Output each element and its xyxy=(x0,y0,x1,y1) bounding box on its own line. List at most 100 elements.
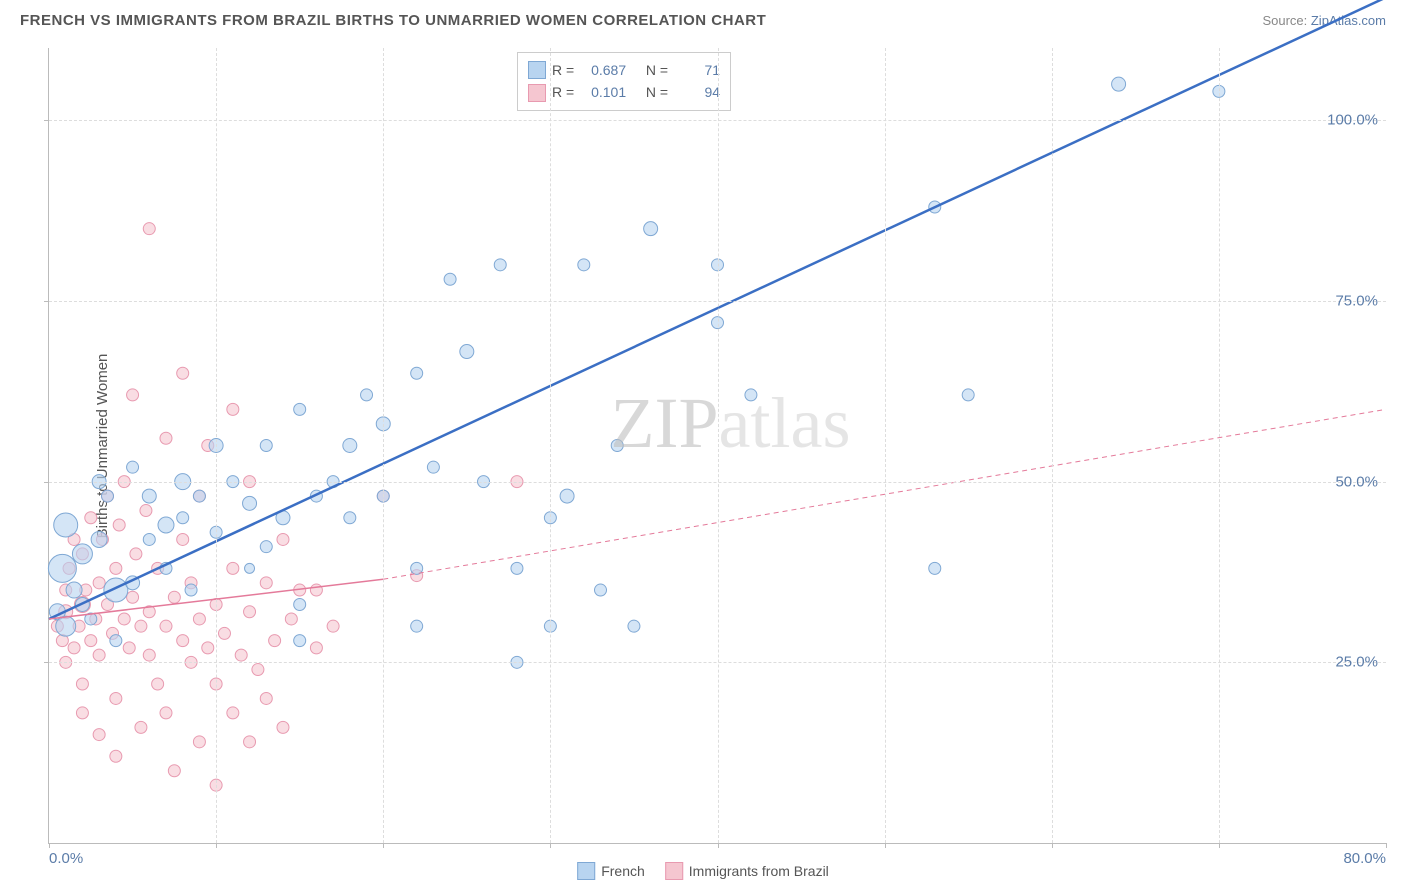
data-point xyxy=(294,599,306,611)
data-point xyxy=(93,577,105,589)
data-point xyxy=(160,707,172,719)
data-point xyxy=(135,721,147,733)
data-point xyxy=(411,620,423,632)
data-point xyxy=(244,736,256,748)
data-point xyxy=(127,591,139,603)
data-point xyxy=(123,642,135,654)
data-point xyxy=(277,721,289,733)
data-point xyxy=(142,489,156,503)
data-point xyxy=(85,512,97,524)
data-point xyxy=(962,389,974,401)
data-point xyxy=(168,591,180,603)
data-point xyxy=(235,649,247,661)
data-point xyxy=(104,578,128,602)
data-point xyxy=(611,440,623,452)
x-tick-label: 80.0% xyxy=(1343,850,1386,867)
data-point xyxy=(260,541,272,553)
data-point xyxy=(269,635,281,647)
data-point xyxy=(578,259,590,271)
data-point xyxy=(177,635,189,647)
data-point xyxy=(135,620,147,632)
data-point xyxy=(277,533,289,545)
data-point xyxy=(127,461,139,473)
data-point xyxy=(54,513,78,537)
data-point xyxy=(344,512,356,524)
data-point xyxy=(460,345,474,359)
legend-label: Immigrants from Brazil xyxy=(689,860,829,882)
chart-title: FRENCH VS IMMIGRANTS FROM BRAZIL BIRTHS … xyxy=(20,12,766,29)
data-point xyxy=(110,635,122,647)
legend-item: Immigrants from Brazil xyxy=(665,860,829,882)
data-point xyxy=(110,562,122,574)
y-tick-label: 50.0% xyxy=(1335,473,1378,490)
gridline-v xyxy=(1219,48,1220,843)
data-point xyxy=(160,432,172,444)
legend-label: French xyxy=(601,860,645,882)
data-point xyxy=(260,577,272,589)
data-point xyxy=(361,389,373,401)
data-point xyxy=(177,512,189,524)
y-tick-label: 75.0% xyxy=(1335,292,1378,309)
series-legend: French Immigrants from Brazil xyxy=(577,860,829,882)
gridline-v xyxy=(718,48,719,843)
data-point xyxy=(177,367,189,379)
data-point xyxy=(113,519,125,531)
legend-row: R =0.687 N =71 xyxy=(528,59,720,81)
data-point xyxy=(66,582,82,598)
data-point xyxy=(227,562,239,574)
chart-plot-area: ZIPatlas R =0.687 N =71 R =0.101 N =94 2… xyxy=(48,48,1386,844)
data-point xyxy=(427,461,439,473)
data-point xyxy=(929,562,941,574)
data-point xyxy=(143,533,155,545)
data-point xyxy=(93,729,105,741)
data-point xyxy=(118,613,130,625)
data-point xyxy=(177,533,189,545)
data-point xyxy=(68,642,80,654)
data-point xyxy=(193,613,205,625)
data-point xyxy=(110,750,122,762)
y-tick-label: 100.0% xyxy=(1327,112,1378,129)
data-point xyxy=(202,642,214,654)
data-point xyxy=(245,563,255,573)
data-point xyxy=(76,707,88,719)
data-point xyxy=(143,223,155,235)
data-point xyxy=(193,736,205,748)
legend-swatch xyxy=(528,84,546,102)
stats-legend-box: R =0.687 N =71 R =0.101 N =94 xyxy=(517,52,731,111)
gridline-v xyxy=(383,48,384,843)
data-point xyxy=(310,642,322,654)
data-point xyxy=(101,490,113,502)
data-point xyxy=(327,620,339,632)
data-point xyxy=(644,222,658,236)
data-point xyxy=(193,490,205,502)
y-tick-label: 25.0% xyxy=(1335,654,1378,671)
data-point xyxy=(143,649,155,661)
data-point xyxy=(168,765,180,777)
data-point xyxy=(285,613,297,625)
data-point xyxy=(244,606,256,618)
data-point xyxy=(294,635,306,647)
data-point xyxy=(227,403,239,415)
data-point xyxy=(1112,77,1126,91)
data-point xyxy=(411,367,423,379)
data-point xyxy=(243,496,257,510)
data-point xyxy=(130,548,142,560)
data-point xyxy=(85,635,97,647)
data-point xyxy=(152,678,164,690)
legend-item: French xyxy=(577,860,645,882)
n-value: 94 xyxy=(674,81,720,103)
data-point xyxy=(56,616,76,636)
data-point xyxy=(91,531,107,547)
data-point xyxy=(252,664,264,676)
data-point xyxy=(140,505,152,517)
data-point xyxy=(93,649,105,661)
data-point xyxy=(628,620,640,632)
data-point xyxy=(294,403,306,415)
data-point xyxy=(110,692,122,704)
r-value: 0.687 xyxy=(580,59,626,81)
legend-swatch xyxy=(577,862,595,880)
data-point xyxy=(560,489,574,503)
data-point xyxy=(494,259,506,271)
data-point xyxy=(158,517,174,533)
n-value: 71 xyxy=(674,59,720,81)
